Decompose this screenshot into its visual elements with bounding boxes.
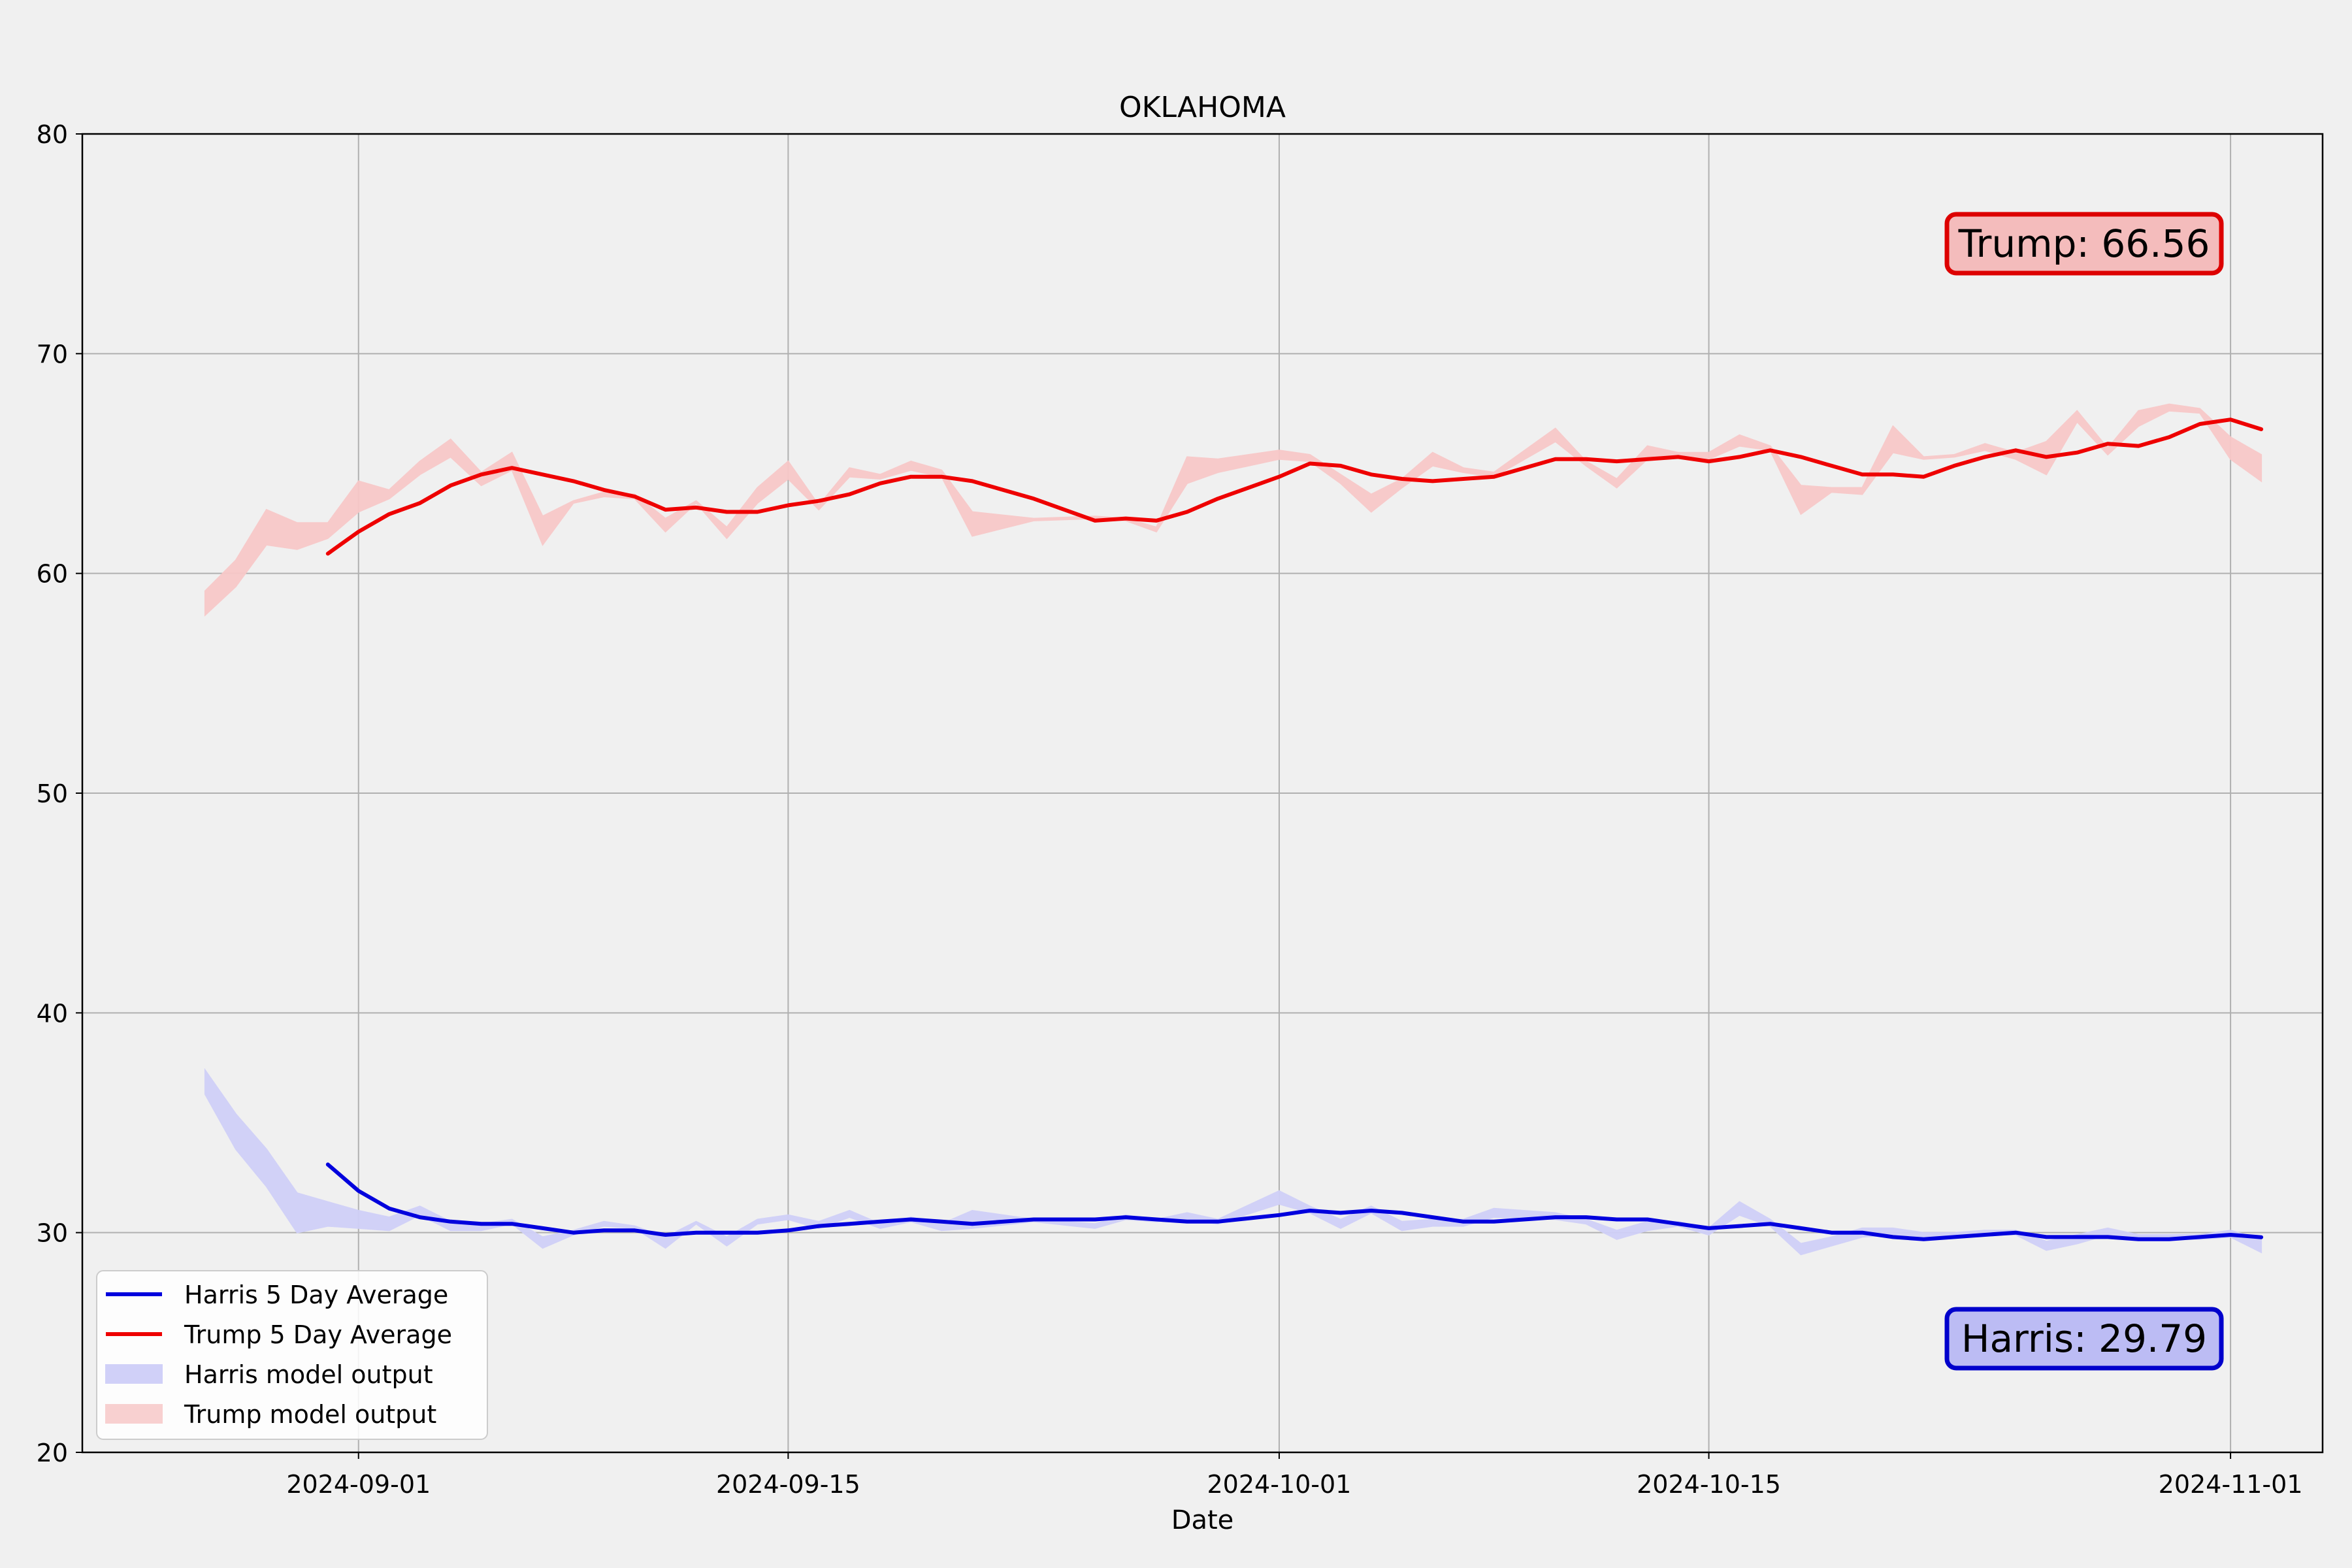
axis-ticks: 20 30 40 50 60 70 80 2024-09-01 2024-09-15 2024-1… [37, 120, 2303, 1499]
legend-label: Trump 5 Day Average [184, 1320, 452, 1349]
y-tick-label: 40 [37, 999, 68, 1028]
x-tick-label: 2024-09-15 [716, 1470, 860, 1499]
legend-key-harris-model-output [105, 1364, 163, 1384]
legend-key-trump-model-output [105, 1404, 163, 1424]
legend-label: Harris model output [184, 1360, 433, 1389]
annotations: Trump: 66.56 Harris: 29.79 [1944, 212, 2224, 1371]
x-tick-label: 2024-09-01 [286, 1470, 431, 1499]
harris-annotation-box [1944, 1307, 2224, 1371]
legend-label: Harris 5 Day Average [184, 1281, 448, 1309]
y-tick-label: 70 [37, 340, 68, 368]
trump-annotation-box [1944, 212, 2224, 276]
harris-average-line [325, 1162, 2264, 1241]
y-tick-label: 30 [37, 1219, 68, 1248]
x-tick-label: 2024-10-01 [1207, 1470, 1352, 1499]
legend-frame [96, 1270, 488, 1440]
y-tick-label: 60 [37, 560, 68, 589]
legend-label: Trump model output [184, 1400, 436, 1429]
y-tick-label: 80 [37, 120, 68, 149]
x-axis-label: Date [1171, 1505, 1234, 1535]
trump-annotation-text: Trump: 66.56 [1958, 221, 2210, 266]
y-tick-label: 50 [37, 779, 68, 808]
trump-average-line [325, 417, 2264, 556]
y-tick-label: 20 [37, 1439, 68, 1467]
trump-annotation: Trump: 66.56 [1944, 212, 2224, 276]
chart-title: OKLAHOMA [1119, 91, 1286, 124]
average-lines [325, 417, 2264, 1241]
legend: Harris 5 Day Average Trump 5 Day Average H… [96, 1270, 488, 1440]
harris-annotation-text: Harris: 29.79 [1961, 1316, 2207, 1361]
x-tick-label: 2024-10-15 [1637, 1470, 1781, 1499]
x-tick-label: 2024-11-01 [2159, 1470, 2303, 1499]
harris-annotation: Harris: 29.79 [1944, 1307, 2224, 1371]
